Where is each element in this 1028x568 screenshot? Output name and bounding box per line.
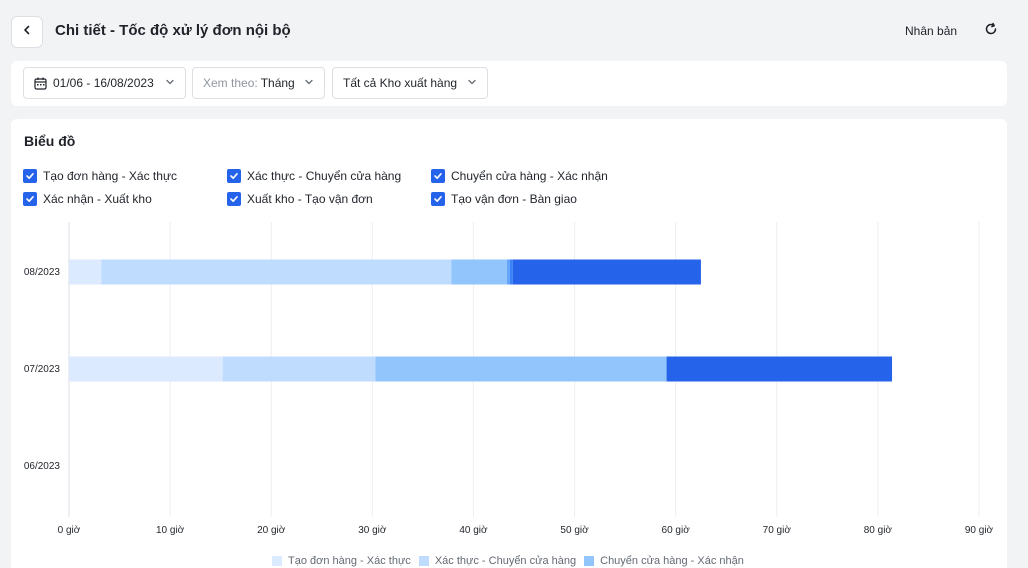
series-toggle-label: Chuyển cửa hàng - Xác nhận [451,169,608,183]
checkbox-checked-icon [227,169,241,183]
checkbox-checked-icon [23,169,37,183]
legend-item[interactable]: Xác thực - Chuyển cửa hàng [418,555,577,567]
warehouse-value: Tất cả Kho xuất hàng [343,76,458,90]
series-toggle[interactable]: Tạo đơn hàng - Xác thực [23,169,177,183]
warehouse-select[interactable]: Tất cả Kho xuất hàng [332,67,488,99]
series-toggle[interactable]: Xác thực - Chuyển cửa hàng [227,169,401,183]
checkbox-checked-icon [23,192,37,206]
series-toggle-label: Xác thực - Chuyển cửa hàng [247,169,402,183]
chevron-down-icon [304,76,314,90]
calendar-icon [34,77,47,90]
legend-swatch [584,556,595,566]
legend-item[interactable]: Tạo đơn hàng - Xác thực [272,555,411,567]
x-tick-label: 90 giờ [965,525,994,536]
x-tick-label: 50 giờ [560,525,589,536]
back-button[interactable] [11,16,43,48]
legend-item[interactable]: Chuyển cửa hàng - Xác nhận [584,555,744,567]
view-by-label: Xem theo: [203,76,258,90]
x-tick-label: 10 giờ [156,525,185,536]
series-toggle[interactable]: Xác nhận - Xuất kho [23,192,152,206]
x-tick-label: 0 giờ [58,525,81,536]
refresh-icon [984,22,998,41]
bar-segment [375,356,667,382]
series-toggle[interactable]: Chuyển cửa hàng - Xác nhận [431,169,608,183]
y-tick-label: 08/2023 [24,267,61,278]
series-toggle-label: Tạo đơn hàng - Xác thực [43,169,177,183]
bar-segment [101,259,452,285]
bar-segment [69,259,102,285]
chevron-down-icon [165,76,175,90]
bar-segment [512,259,701,285]
x-tick-label: 70 giờ [763,525,792,536]
date-range-picker[interactable]: 01/06 - 16/08/2023 [23,67,186,99]
duplicate-button[interactable]: Nhân bản [905,24,958,38]
bar-segment [506,259,510,285]
x-tick-label: 40 giờ [459,525,488,536]
checkbox-checked-icon [431,192,445,206]
x-tick-label: 20 giờ [257,525,286,536]
date-range-value: 01/06 - 16/08/2023 [53,76,154,90]
series-toggle[interactable]: Xuất kho - Tạo vận đơn [227,192,373,206]
legend-swatch [272,556,282,566]
legend-label: Chuyển cửa hàng - Xác nhận [600,555,744,567]
x-tick-label: 80 giờ [864,525,893,536]
chart-legend: Tạo đơn hàng - Xác thực Xác thực - Chuyển… [272,555,752,567]
bar-segment [451,259,507,285]
legend-label: Xác thực - Chuyển cửa hàng [434,555,577,567]
view-by-select[interactable]: Xem theo: Tháng [192,67,325,99]
checkbox-checked-icon [431,169,445,183]
chevron-down-icon [467,76,477,90]
view-by-value: Tháng [260,76,295,90]
chart-card: Biểu đồ [11,119,1007,568]
bar-segment [222,356,376,382]
series-toggle-label: Tạo vận đơn - Bàn giao [451,192,577,206]
checkbox-checked-icon [227,192,241,206]
page-title: Chi tiết - Tốc độ xử lý đơn nội bộ [55,22,291,39]
top-bar: Chi tiết - Tốc độ xử lý đơn nội bộ Nhân … [0,0,1028,62]
filter-bar: 01/06 - 16/08/2023 Xem theo: Tháng Tất c… [11,61,1007,106]
legend-swatch [418,556,429,566]
chart-card-title: Biểu đồ [24,133,76,149]
y-tick-label: 06/2023 [24,461,61,472]
series-toggle[interactable]: Tạo vận đơn - Bàn giao [431,192,577,206]
bar-segment [69,356,223,382]
bar-segment [509,259,513,285]
series-toggle-label: Xác nhận - Xuất kho [43,192,152,206]
series-toggle-label: Xuất kho - Tạo vận đơn [247,192,373,206]
y-tick-label: 07/2023 [24,364,61,375]
x-tick-label: 30 giờ [358,525,387,536]
refresh-button[interactable] [982,22,1000,40]
bar-segment [666,356,893,382]
chevron-left-icon [21,23,33,41]
x-tick-label: 60 giờ [662,525,691,536]
legend-label: Tạo đơn hàng - Xác thực [288,555,411,567]
